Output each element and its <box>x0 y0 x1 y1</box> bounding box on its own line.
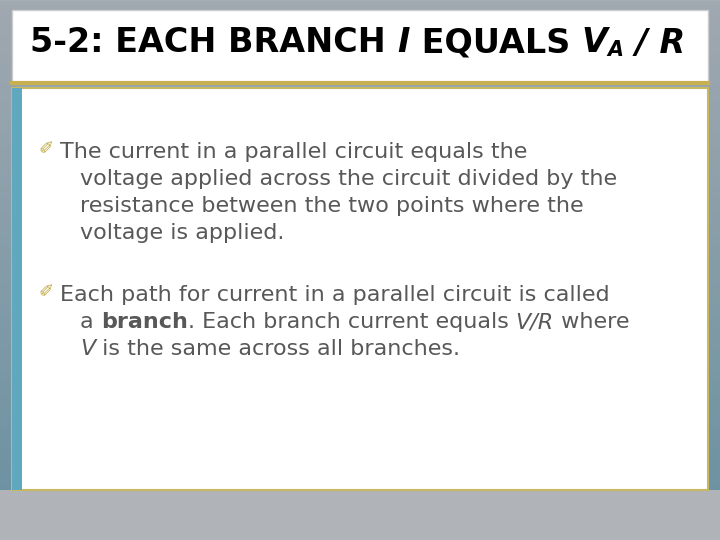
Text: / R: / R <box>624 26 685 59</box>
Text: V: V <box>582 26 608 59</box>
Text: Each path for current in a parallel circuit is called: Each path for current in a parallel circ… <box>60 285 610 305</box>
Text: resistance between the two points where the: resistance between the two points where … <box>80 196 584 216</box>
Bar <box>12 10 708 82</box>
Text: EQUALS: EQUALS <box>410 26 582 59</box>
Text: 5-2: EACH BRANCH: 5-2: EACH BRANCH <box>30 26 397 59</box>
Text: a: a <box>80 312 101 332</box>
Bar <box>12 88 22 490</box>
Bar <box>0 490 720 540</box>
Text: ✐: ✐ <box>38 283 53 301</box>
Text: where: where <box>554 312 629 332</box>
Text: branch: branch <box>101 312 188 332</box>
Text: ✐: ✐ <box>38 140 53 158</box>
Text: I: I <box>397 26 410 59</box>
Text: is the same across all branches.: is the same across all branches. <box>95 339 460 359</box>
Bar <box>12 88 708 490</box>
Text: . Each branch current equals: . Each branch current equals <box>188 312 516 332</box>
Text: The current in a parallel circuit equals the: The current in a parallel circuit equals… <box>60 142 527 162</box>
Text: V: V <box>80 339 95 359</box>
Text: A: A <box>608 40 624 60</box>
Text: V/R: V/R <box>516 312 554 332</box>
Text: voltage applied across the circuit divided by the: voltage applied across the circuit divid… <box>80 169 617 189</box>
Text: voltage is applied.: voltage is applied. <box>80 223 284 243</box>
